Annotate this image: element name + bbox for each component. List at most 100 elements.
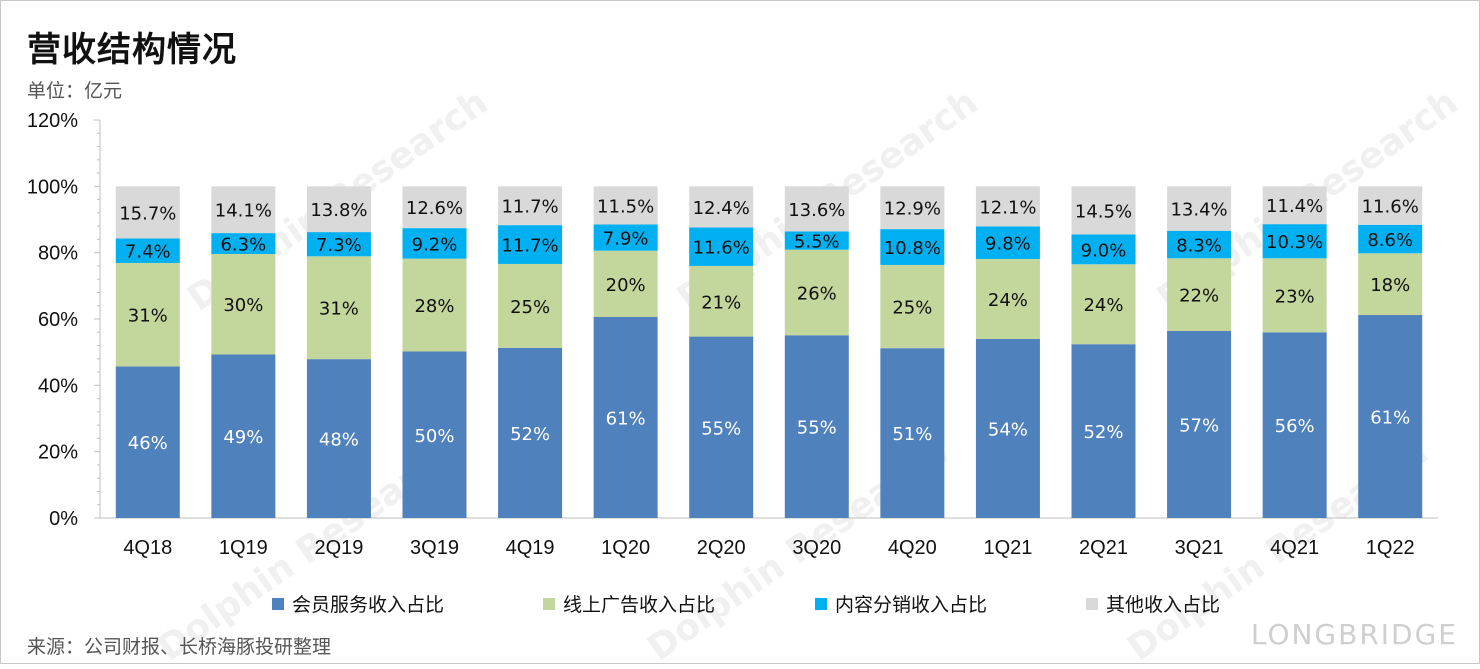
bar-segment-3: [1167, 186, 1232, 231]
bar-segment-2: [593, 224, 658, 251]
data-label: 14.5%: [1075, 201, 1132, 222]
data-label: 49%: [223, 427, 263, 448]
data-label: 7.9%: [603, 229, 649, 250]
x-tick-label: 1Q19: [219, 537, 268, 559]
x-tick-label: 4Q21: [1270, 537, 1319, 559]
longbridge-logo: LONGBRIDGE: [1250, 618, 1458, 651]
legend-item: 其他收入占比: [1086, 590, 1220, 617]
bar-segment-3: [498, 186, 563, 226]
bar-segment-0: [211, 354, 276, 518]
legend-label: 线上广告收入占比: [563, 594, 716, 616]
data-label: 11.7%: [501, 197, 558, 218]
data-label: 28%: [414, 296, 454, 317]
data-label: 46%: [128, 433, 168, 454]
data-label: 31%: [319, 299, 359, 320]
bar-segment-2: [211, 233, 276, 254]
data-label: 61%: [606, 409, 646, 430]
bar-segment-3: [306, 186, 371, 233]
legend-label: 其他收入占比: [1106, 594, 1221, 616]
y-tick-label: 0%: [49, 508, 78, 530]
legend-swatch: [543, 597, 555, 610]
bar-segment-1: [784, 249, 849, 336]
data-label: 13.8%: [310, 200, 367, 221]
data-label: 23%: [1275, 286, 1315, 307]
unit-label: 单位：亿元: [27, 80, 123, 102]
legend-swatch: [272, 597, 284, 610]
bar-segment-0: [593, 317, 658, 518]
bar-segment-3: [975, 186, 1040, 227]
bar-segment-3: [1071, 186, 1136, 235]
data-label: 51%: [892, 424, 932, 445]
bar-segment-0: [1071, 344, 1136, 518]
x-tick-label: 2Q19: [314, 537, 363, 559]
data-label: 50%: [414, 426, 454, 447]
x-tick-label: 2Q20: [697, 537, 746, 559]
x-tick-label: 3Q21: [1175, 537, 1224, 559]
data-label: 11.5%: [597, 196, 654, 217]
data-label: 8.6%: [1367, 230, 1413, 251]
data-label: 6.3%: [220, 235, 266, 256]
legend-label: 内容分销收入占比: [835, 594, 988, 616]
data-label: 22%: [1179, 286, 1219, 307]
bar-segment-0: [402, 351, 467, 518]
bar-segment-0: [784, 335, 849, 518]
bar-segment-1: [306, 256, 371, 360]
bar-segment-1: [1167, 258, 1232, 331]
data-label: 11.7%: [501, 236, 558, 257]
bar-segment-2: [1071, 234, 1136, 265]
bar-segment-1: [689, 265, 754, 337]
data-label: 26%: [797, 283, 837, 304]
bar-segment-3: [880, 186, 945, 230]
x-tick-label: 4Q20: [888, 537, 937, 559]
bar-segment-0: [880, 348, 945, 518]
bar-segment-1: [1262, 258, 1327, 333]
bar-segment-1: [402, 258, 467, 352]
bar-segment-0: [115, 366, 180, 518]
data-label: 57%: [1179, 415, 1219, 436]
data-label: 11.6%: [1362, 197, 1419, 218]
x-tick-label: 4Q18: [123, 537, 172, 559]
bar-segment-1: [115, 262, 180, 367]
bar-segment-2: [975, 226, 1040, 259]
bar-segment-3: [1358, 186, 1423, 225]
bar-segment-2: [402, 228, 467, 259]
bar-segment-0: [1167, 330, 1232, 518]
x-tick-label: 4Q19: [506, 537, 555, 559]
data-label: 30%: [223, 295, 263, 316]
data-label: 61%: [1370, 408, 1410, 429]
bar-segment-2: [689, 227, 754, 266]
bar-segment-2: [498, 225, 563, 264]
bar-segment-3: [1262, 186, 1327, 225]
data-label: 9.2%: [412, 234, 458, 255]
data-label: 24%: [1083, 295, 1123, 316]
y-tick-label: 100%: [27, 176, 78, 198]
data-label: 10.8%: [884, 238, 941, 259]
bar-segment-0: [498, 347, 563, 518]
bar-segment-2: [1167, 230, 1232, 259]
data-label: 11.6%: [693, 238, 750, 259]
data-label: 7.4%: [125, 242, 171, 263]
data-label: 25%: [510, 297, 550, 318]
bar-segment-1: [1358, 253, 1423, 316]
bar-segment-0: [1358, 315, 1423, 518]
data-label: 9.8%: [985, 234, 1031, 255]
data-label: 7.3%: [316, 235, 362, 256]
bar-segment-0: [1262, 332, 1327, 518]
data-label: 9.0%: [1081, 240, 1127, 261]
legend-item: 线上广告收入占比: [543, 590, 715, 617]
data-label: 12.1%: [979, 197, 1036, 218]
bar-segment-1: [498, 263, 563, 348]
data-label: 52%: [510, 424, 550, 445]
bar-segment-3: [784, 186, 849, 232]
legend-label: 会员服务收入占比: [292, 594, 445, 616]
data-label: 11.4%: [1266, 196, 1323, 217]
data-label: 5.5%: [794, 232, 840, 253]
legend-item: 会员服务收入占比: [272, 590, 444, 617]
y-tick-label: 80%: [38, 243, 78, 265]
y-tick-label: 120%: [27, 110, 78, 132]
data-label: 12.6%: [406, 198, 463, 219]
bar-segment-1: [880, 264, 945, 349]
x-tick-label: 3Q20: [792, 537, 841, 559]
y-tick-label: 60%: [38, 309, 78, 331]
bar-segment-0: [975, 338, 1040, 518]
